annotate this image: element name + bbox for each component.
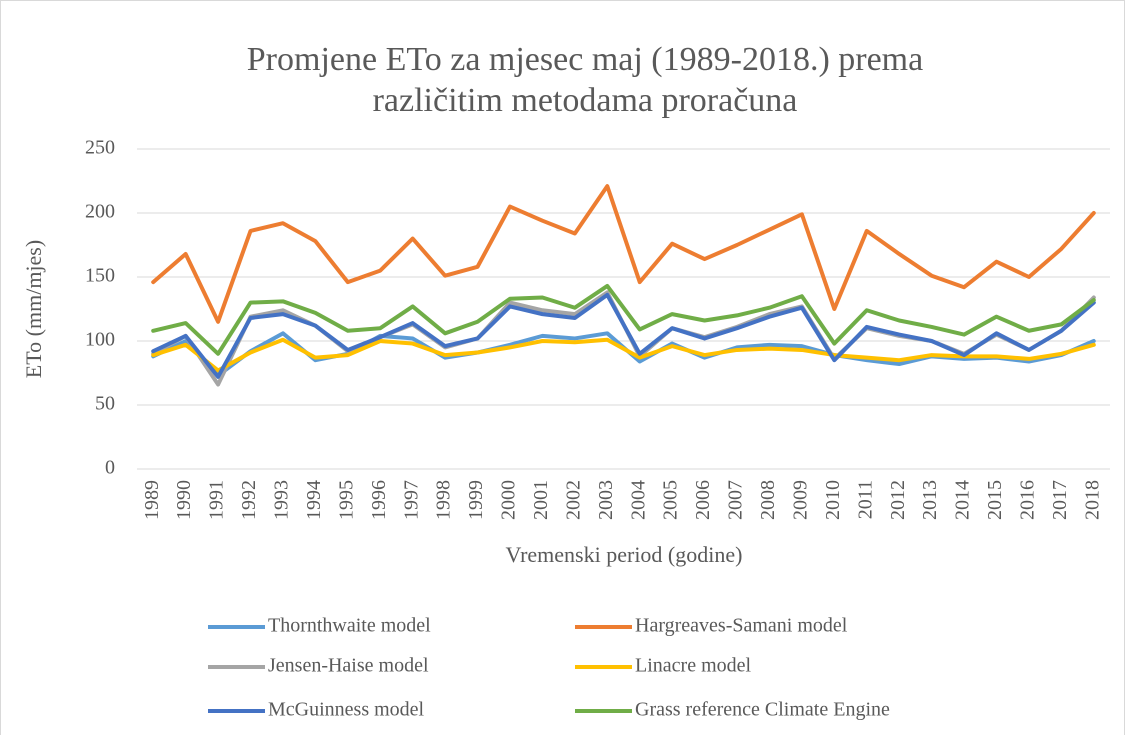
series-line (151, 292, 1096, 379)
legend-label: Hargreaves-Samani model (635, 615, 848, 637)
x-axis-label: Vremenski period (godine) (506, 542, 743, 567)
x-tick-label: 2018 (1081, 480, 1103, 520)
y-tick-label: 250 (85, 137, 115, 159)
x-tick-label: 2007 (725, 480, 747, 520)
x-tick-label: 2016 (1017, 480, 1039, 520)
x-tick-label: 1992 (238, 480, 260, 520)
x-tick-label: 2009 (789, 480, 811, 520)
series-line (151, 337, 1096, 373)
x-tick-label: 2017 (1049, 480, 1071, 520)
series-line (151, 283, 1096, 356)
x-tick-label: 2005 (660, 480, 682, 520)
x-tick-label: 1990 (173, 480, 195, 520)
x-tick-label: 2014 (952, 480, 974, 520)
x-tick-label: 2001 (530, 480, 552, 520)
legend-label: Grass reference Climate Engine (635, 699, 890, 721)
x-tick-label: 2010 (822, 480, 844, 520)
x-tick-label: 2015 (984, 480, 1006, 520)
x-tick-label: 2000 (498, 480, 520, 520)
x-tick-label: 1994 (303, 480, 325, 520)
x-tick-label: 1998 (433, 480, 455, 520)
y-tick-label: 200 (85, 201, 115, 223)
chart-title: različitim metodama proračuna (373, 82, 798, 119)
legend-label: McGuinness model (268, 699, 425, 721)
y-tick-label: 50 (95, 393, 115, 415)
legend-label: Thornthwaite model (268, 615, 431, 637)
x-tick-label: 2012 (887, 480, 909, 520)
x-tick-label: 1993 (271, 480, 293, 520)
x-tick-label: 2004 (627, 480, 649, 520)
x-tick-label: 1991 (206, 480, 228, 520)
x-tick-label: 2008 (757, 480, 779, 520)
series-line (151, 184, 1096, 324)
x-tick-label: 2006 (692, 480, 714, 520)
y-tick-label: 0 (105, 457, 115, 479)
x-tick-label: 2003 (595, 480, 617, 520)
x-tick-label: 2002 (562, 480, 584, 520)
x-tick-label: 1999 (465, 480, 487, 520)
legend-label: Linacre model (635, 655, 751, 677)
legend-label: Jensen-Haise model (268, 655, 429, 677)
y-axis-label: ETo (mm/mjes) (21, 240, 46, 378)
y-tick-label: 100 (85, 329, 115, 351)
chart-title: Promjene ETo za mjesec maj (1989-2018.) … (247, 41, 923, 78)
x-tick-label: 2013 (919, 480, 941, 520)
x-tick-label: 1997 (400, 480, 422, 520)
x-tick-label: 1989 (141, 480, 163, 520)
x-tick-label: 1996 (368, 480, 390, 520)
y-tick-label: 150 (85, 265, 115, 287)
x-tick-label: 2011 (854, 480, 876, 519)
x-tick-label: 1995 (335, 480, 357, 520)
